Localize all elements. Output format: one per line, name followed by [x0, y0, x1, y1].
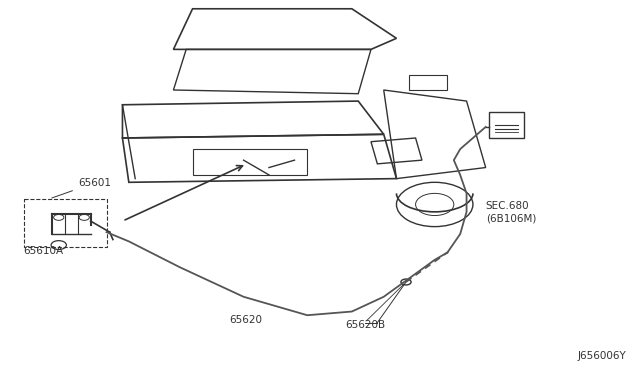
Text: SEC.680
(6B106M): SEC.680 (6B106M) — [486, 201, 536, 223]
Text: J656006Y: J656006Y — [577, 352, 626, 361]
Text: 65620B: 65620B — [346, 320, 386, 330]
Text: 65601: 65601 — [52, 178, 111, 198]
Text: 65610A: 65610A — [24, 246, 64, 256]
Text: 65620: 65620 — [230, 315, 262, 325]
